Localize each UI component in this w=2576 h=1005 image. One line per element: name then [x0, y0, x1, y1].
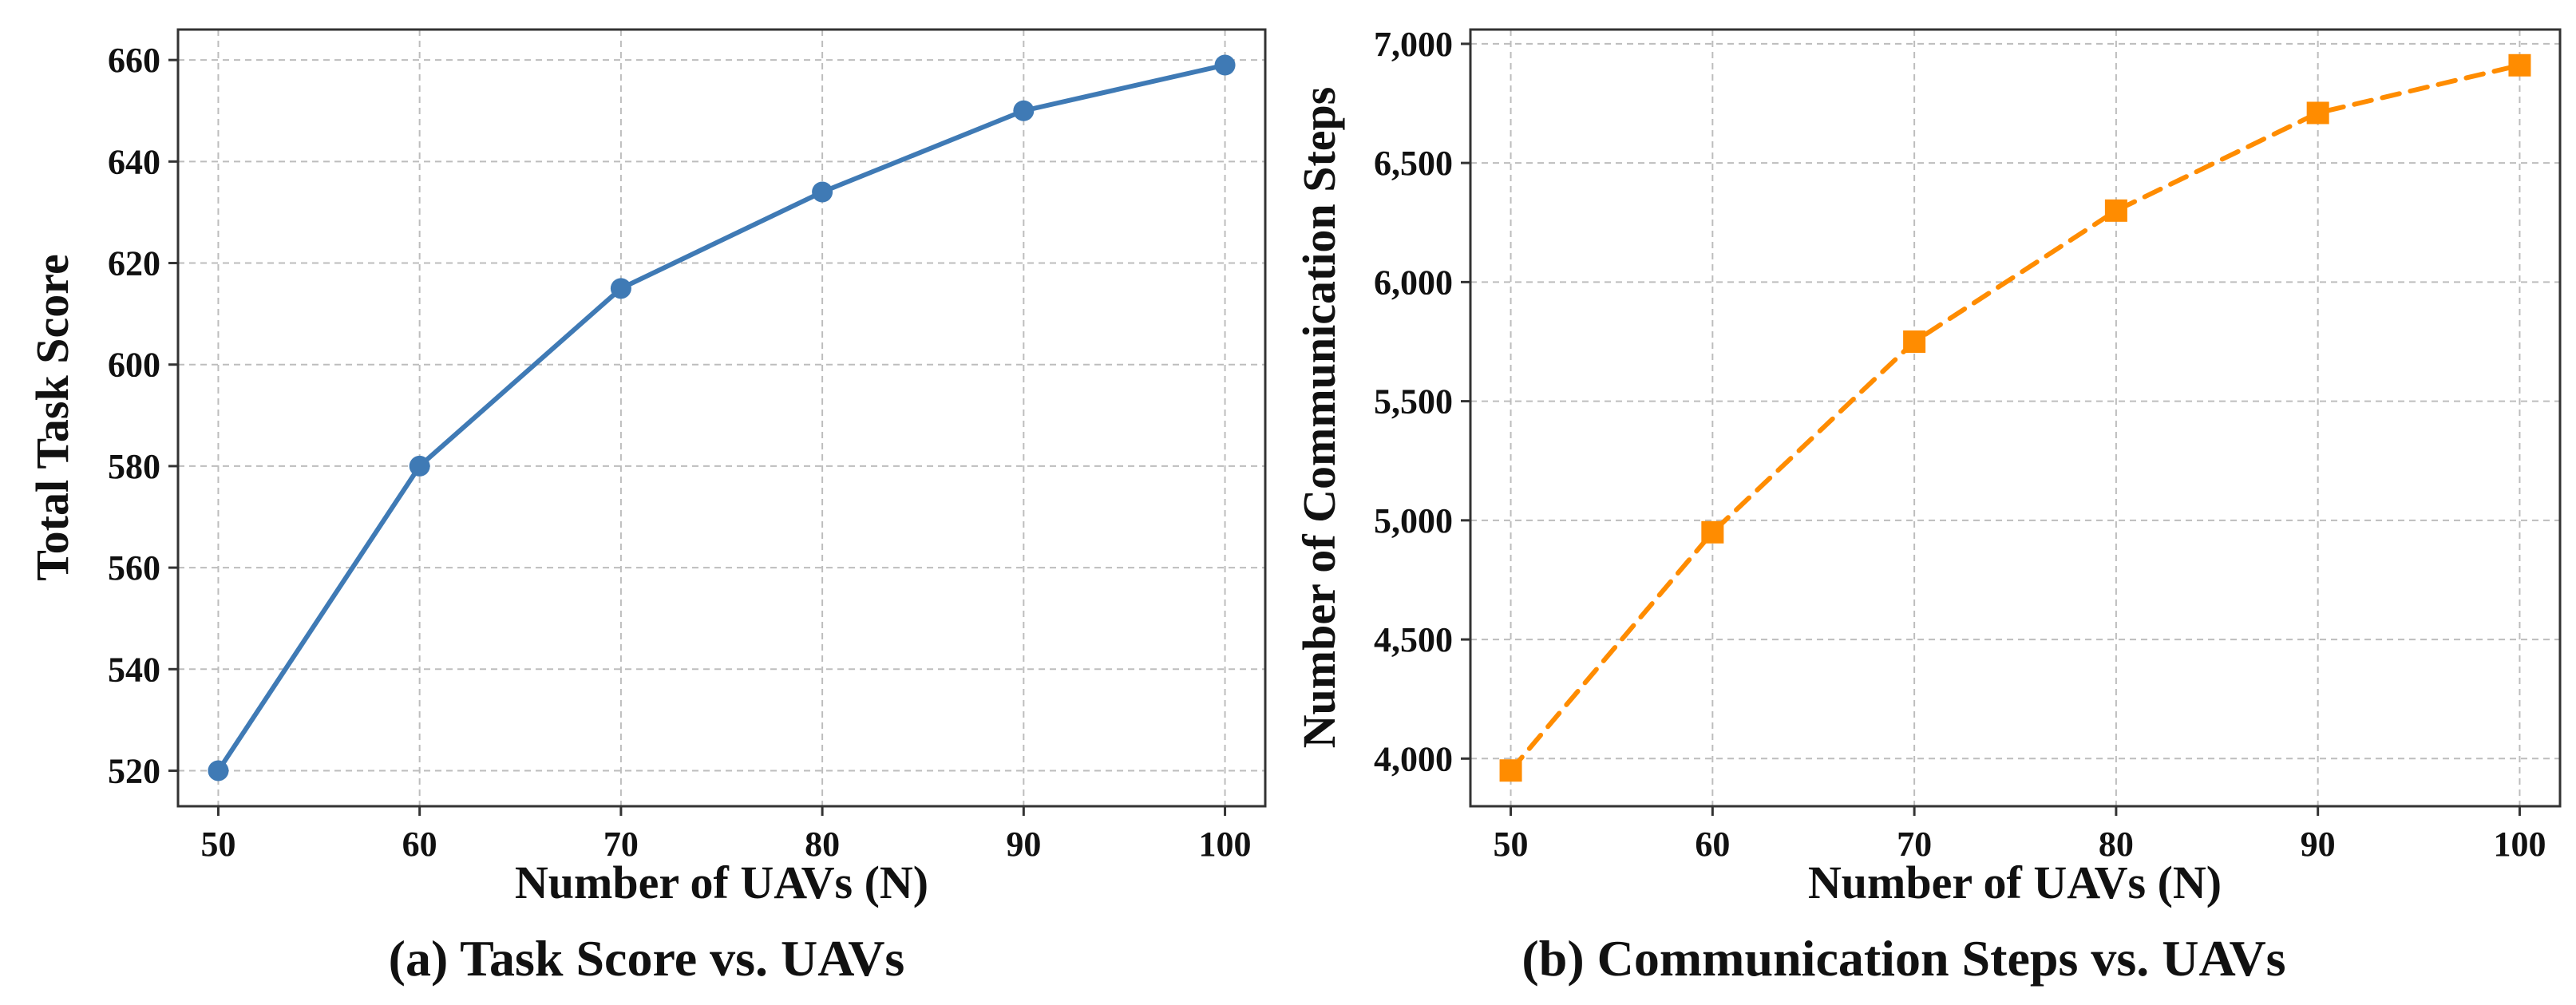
chart-a-x-tick-label: 100 — [1199, 825, 1252, 864]
chart-a-x-tick-label: 50 — [200, 825, 235, 864]
chart-a-grid — [178, 30, 1265, 806]
chart-a-y-axis-label: Total Task Score — [26, 254, 78, 580]
chart-a-caption: (a) Task Score vs. UAVs — [389, 930, 905, 987]
chart-a-data-point-50 — [208, 760, 229, 781]
chart-a-x-tick-label: 70 — [603, 825, 639, 864]
chart-a-x-tick-label: 60 — [402, 825, 437, 864]
chart-a-y-tick-label: 600 — [108, 346, 160, 385]
chart-a-series-line — [216, 62, 1228, 774]
chart-b-y-tick-label: 6,000 — [1374, 263, 1453, 302]
chart-a-y-tick-label: 580 — [108, 447, 160, 486]
chart-b-y-tick-label: 4,500 — [1374, 620, 1453, 659]
chart-b-x-tick-label: 50 — [1494, 825, 1529, 864]
chart-b-data-point-100 — [2508, 53, 2531, 77]
chart-b-data-point-50 — [1499, 759, 1522, 782]
chart-a-y-tick-label: 620 — [108, 244, 160, 283]
chart-a-data-point-60 — [409, 455, 430, 477]
chart-b-x-tick-label: 60 — [1695, 825, 1730, 864]
chart-b-x-tick-label: 90 — [2301, 825, 2336, 864]
chart-b-y-axis-label: Number of Communication Steps — [1293, 87, 1345, 749]
chart-a-data-point-70 — [610, 278, 631, 299]
chart-b-data-point-80 — [2104, 199, 2127, 222]
chart-a-x-axis-label: Number of UAVs (N) — [515, 857, 928, 908]
chart-b-grid — [1470, 30, 2560, 806]
chart-b-x-tick-label: 80 — [2099, 825, 2134, 864]
chart-b-series — [1499, 53, 2531, 782]
chart-b-y-tick-label: 7,000 — [1374, 25, 1453, 64]
chart-a-plot-frame — [176, 28, 1267, 808]
chart-b-y-tick-label: 5,500 — [1374, 382, 1453, 421]
chart-a-y-tick-label: 640 — [108, 142, 160, 181]
chart-a-x-tick-label: 90 — [1006, 825, 1041, 864]
chart-b-data-point-60 — [1701, 520, 1724, 544]
chart-b-plot-frame — [1469, 28, 2562, 808]
chart-a-y-tick-label: 540 — [108, 650, 160, 689]
chart-a-data-point-100 — [1214, 54, 1236, 76]
chart-b-y-tick-label: 6,500 — [1374, 144, 1453, 183]
chart-b-ticks: 50 60 70 80 90 100 4,000 4,500 5,000 5,500 6,000 6,… — [1374, 25, 2546, 864]
chart-a-data-point-90 — [1013, 100, 1035, 121]
chart-b-x-tick-label: 100 — [2493, 825, 2546, 864]
chart-a-y-tick-label: 520 — [108, 751, 160, 790]
chart-a-data-point-80 — [812, 181, 833, 203]
chart-b-x-axis-label: Number of UAVs (N) — [1808, 857, 2222, 908]
chart-communication-steps: 50 60 70 80 90 100 4,000 4,500 5,000 5,500 6,000 6,… — [1293, 25, 2562, 987]
chart-a-series — [208, 54, 1236, 781]
chart-b-caption: (b) Communication Steps vs. UAVs — [1521, 930, 2285, 987]
chart-b-y-tick-label: 4,000 — [1374, 739, 1453, 778]
chart-a-x-tick-label: 80 — [805, 825, 840, 864]
chart-a-ticks: 50 60 70 80 90 100 520 540 560 580 600 620 640 660 — [108, 41, 1252, 864]
chart-b-series-line — [1508, 62, 2523, 774]
chart-task-score: 50 60 70 80 90 100 520 540 560 580 600 620 640 660 Nu… — [26, 28, 1267, 987]
chart-b-y-tick-label: 5,000 — [1374, 501, 1453, 540]
chart-b-x-tick-label: 70 — [1897, 825, 1932, 864]
chart-a-y-tick-label: 660 — [108, 41, 160, 80]
chart-a-y-tick-label: 560 — [108, 548, 160, 588]
chart-b-data-point-90 — [2306, 101, 2329, 125]
chart-b-data-point-70 — [1903, 330, 1926, 353]
